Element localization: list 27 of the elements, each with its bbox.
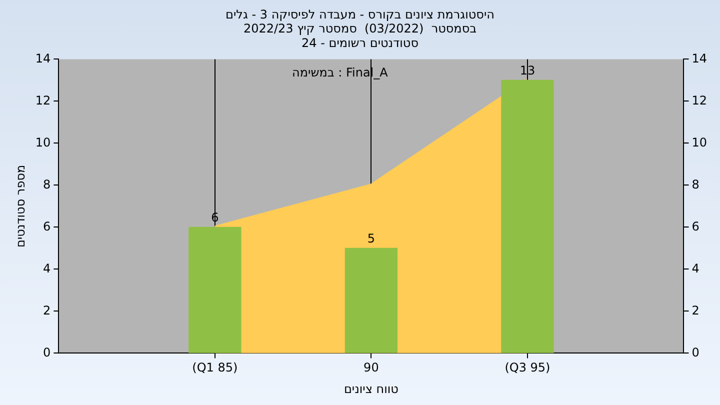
data-label: 5 [367,231,376,246]
bar [344,248,398,354]
y2-tick-label: 4 [692,261,700,276]
y2-tick-label: 0 [692,345,700,360]
bar [188,226,242,354]
y2-tick-label: 2 [692,303,700,318]
y-tick-label: 2 [43,303,51,318]
y2-tick-label: 8 [692,177,700,192]
chart-subtitle: בסמסטר (03/2022) סמסטר קיץ 2022/23 סטודנטים רשומים - 24 [243,22,477,50]
y2-tick-label: 10 [692,135,708,150]
y-tick-label: 0 [43,345,51,360]
y-tick-label: 14 [35,51,51,66]
y2-tick-label: 14 [692,51,708,66]
x-tick-label: (Q1 85) [192,360,238,375]
x-tick-label: (Q3 95) [504,360,550,375]
y-tick-label: 12 [35,93,51,108]
bar [501,80,554,354]
x-tick-label: 90 [364,360,379,375]
chart-title: היסטוגרמת ציונים בקורס - מעבדה לפיסיקה 3 - גלים [226,7,494,22]
y-axis-title: מספר סטודנטים [13,164,28,248]
y2-tick-label: 6 [692,219,700,234]
x-axis-title: טווח ציונים [344,382,399,396]
y-tick-label: 4 [43,261,51,276]
y-tick-label: 10 [35,135,51,150]
y-tick-label: 6 [43,219,51,234]
y-tick-label: 8 [43,177,51,192]
y2-tick-label: 12 [692,93,708,108]
